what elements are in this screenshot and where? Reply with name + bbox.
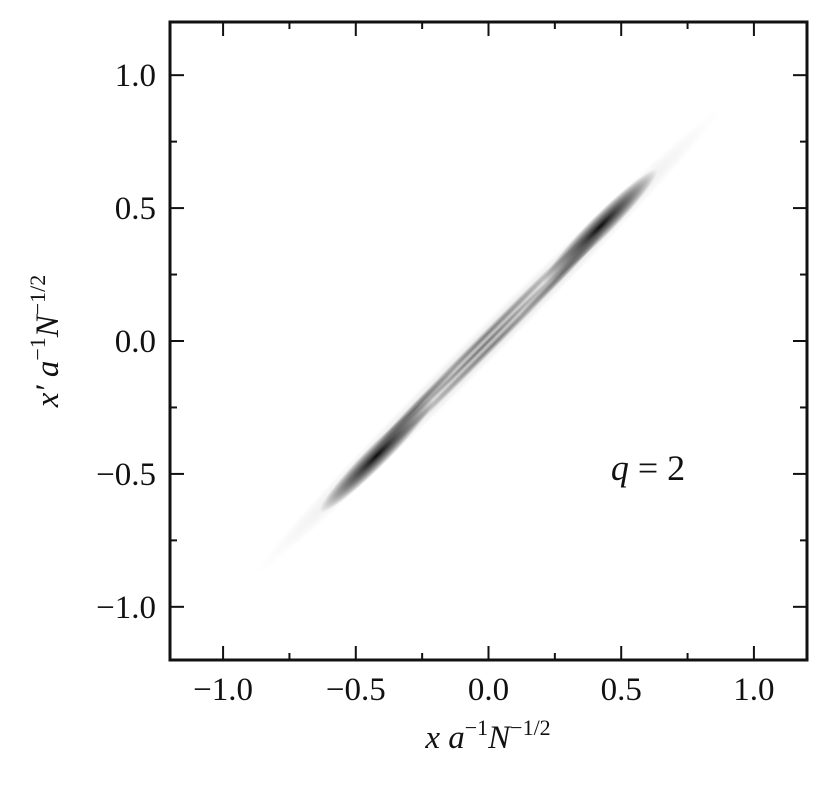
y-tick-label: −1.0 bbox=[96, 590, 156, 626]
x-tick-label: 1.0 bbox=[733, 672, 774, 708]
x-axis-label: x a−1N−1/2 bbox=[424, 715, 550, 756]
annotation: q = 2 bbox=[611, 448, 685, 488]
y-tick-label: −0.5 bbox=[96, 457, 156, 493]
x-tick-label: 0.5 bbox=[601, 672, 642, 708]
x-tick-label: −1.0 bbox=[193, 672, 253, 708]
y-tick-label: 1.0 bbox=[115, 58, 156, 94]
density-image bbox=[254, 107, 723, 575]
y-tick-label: 0.0 bbox=[115, 324, 156, 360]
y-axis-label: x′ a−1N−1/2 bbox=[25, 275, 66, 409]
x-tick-label: −0.5 bbox=[326, 672, 386, 708]
y-tick-label: 0.5 bbox=[115, 191, 156, 227]
x-tick-label: 0.0 bbox=[468, 672, 509, 708]
